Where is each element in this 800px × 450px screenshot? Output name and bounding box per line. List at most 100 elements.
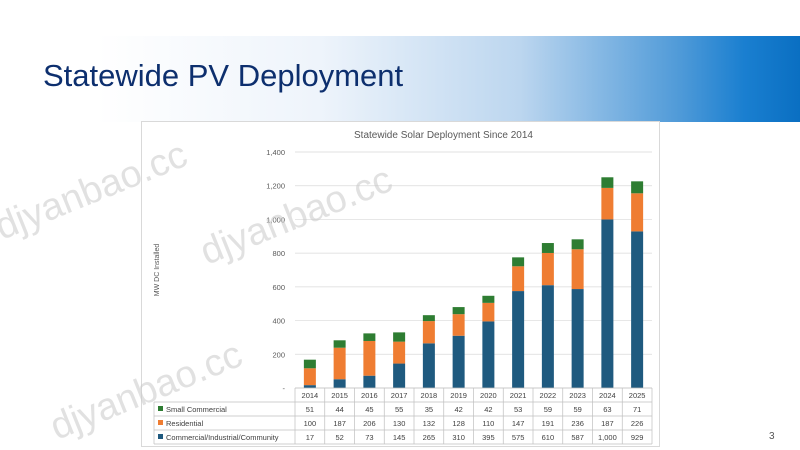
data-label: 929 <box>631 433 644 442</box>
y-tick-label: 1,200 <box>266 182 285 191</box>
y-tick-label: 400 <box>272 317 285 326</box>
x-tick-label: 2016 <box>361 391 378 400</box>
x-tick-label: 2017 <box>391 391 408 400</box>
data-label: 110 <box>482 419 494 428</box>
data-label: 575 <box>512 433 525 442</box>
bar-residential <box>333 347 346 380</box>
y-tick-label: 1,400 <box>266 148 285 157</box>
y-tick-label: - <box>283 384 286 393</box>
data-label: 17 <box>306 433 314 442</box>
data-label: 187 <box>333 419 346 428</box>
data-label: 130 <box>393 419 406 428</box>
bar-small-commercial <box>422 315 435 322</box>
x-tick-label: 2020 <box>480 391 497 400</box>
data-label: 187 <box>601 419 614 428</box>
bar-small-commercial <box>333 340 346 348</box>
data-label: 71 <box>633 405 641 414</box>
data-label: 132 <box>423 419 436 428</box>
bar-commercial <box>333 379 346 388</box>
bar-commercial <box>512 291 525 388</box>
bar-small-commercial <box>512 257 525 267</box>
data-label: 265 <box>423 433 436 442</box>
bar-small-commercial <box>452 307 465 315</box>
bar-residential <box>541 252 554 286</box>
bar-commercial <box>363 375 376 388</box>
data-label: 52 <box>335 433 343 442</box>
x-tick-label: 2025 <box>629 391 646 400</box>
bar-small-commercial <box>541 243 554 253</box>
y-tick-label: 800 <box>272 249 285 258</box>
chart-container: Statewide Solar Deployment Since 2014 MW … <box>141 121 660 447</box>
bar-small-commercial <box>363 333 376 341</box>
bar-residential <box>422 321 435 344</box>
stacked-bar-chart: Statewide Solar Deployment Since 2014 MW … <box>153 130 653 445</box>
data-label: 206 <box>363 419 376 428</box>
bar-small-commercial <box>482 295 495 303</box>
bar-small-commercial <box>601 177 614 188</box>
data-label: 310 <box>452 433 465 442</box>
data-label: 42 <box>454 405 462 414</box>
bar-small-commercial <box>393 332 406 342</box>
data-label: 587 <box>571 433 584 442</box>
data-label: 53 <box>514 405 522 414</box>
bar-small-commercial <box>571 239 584 250</box>
data-label: 100 <box>304 419 317 428</box>
header-banner <box>0 36 800 122</box>
bar-residential <box>452 314 465 336</box>
y-tick-label: 200 <box>272 350 285 359</box>
bar-commercial <box>482 321 495 388</box>
x-tick-label: 2018 <box>421 391 438 400</box>
x-tick-label: 2023 <box>569 391 586 400</box>
bar-commercial <box>571 289 584 388</box>
x-tick-label: 2021 <box>510 391 527 400</box>
bar-commercial <box>541 285 554 388</box>
bar-commercial <box>452 335 465 388</box>
data-label: 44 <box>335 405 343 414</box>
data-label: 59 <box>544 405 552 414</box>
data-label: 395 <box>482 433 495 442</box>
page-number: 3 <box>769 431 775 442</box>
page-title: Statewide PV Deployment <box>43 58 404 93</box>
bar-commercial <box>422 343 435 388</box>
bar-residential <box>393 341 406 364</box>
chart-title: Statewide Solar Deployment Since 2014 <box>354 130 533 141</box>
data-label: 63 <box>603 405 611 414</box>
data-label: 51 <box>306 405 314 414</box>
bar-residential <box>601 187 614 220</box>
y-tick-label: 1,000 <box>266 215 285 224</box>
legend-swatch <box>158 434 163 439</box>
y-tick-label: 600 <box>272 283 285 292</box>
data-label: 191 <box>542 419 555 428</box>
bar-small-commercial <box>303 359 316 369</box>
data-label: 610 <box>542 433 555 442</box>
data-label: 35 <box>425 405 433 414</box>
data-label: 59 <box>573 405 581 414</box>
bar-commercial <box>393 363 406 388</box>
bar-commercial <box>631 231 644 388</box>
data-label: 73 <box>365 433 373 442</box>
y-axis-label: MW DC Installed <box>154 244 161 297</box>
legend-swatch <box>158 420 163 425</box>
data-label: 1,000 <box>598 433 617 442</box>
x-tick-label: 2014 <box>302 391 319 400</box>
x-tick-label: 2022 <box>540 391 557 400</box>
legend-swatch <box>158 406 163 411</box>
bar-residential <box>631 193 644 232</box>
data-label: 236 <box>571 419 584 428</box>
data-label: 226 <box>631 419 644 428</box>
bar-small-commercial <box>631 181 644 194</box>
x-tick-label: 2019 <box>450 391 467 400</box>
data-label: 42 <box>484 405 492 414</box>
x-tick-label: 2024 <box>599 391 616 400</box>
data-label: 128 <box>452 419 465 428</box>
data-label: 147 <box>512 419 525 428</box>
legend-entry: Commercial/Industrial/Community <box>166 433 279 442</box>
legend-entry: Residential <box>166 419 203 428</box>
bar-residential <box>571 249 584 290</box>
bar-residential <box>512 266 525 292</box>
legend-entry: Small Commercial <box>166 405 227 414</box>
data-label: 55 <box>395 405 403 414</box>
bar-residential <box>303 368 316 386</box>
data-label: 45 <box>365 405 373 414</box>
x-tick-label: 2015 <box>331 391 348 400</box>
